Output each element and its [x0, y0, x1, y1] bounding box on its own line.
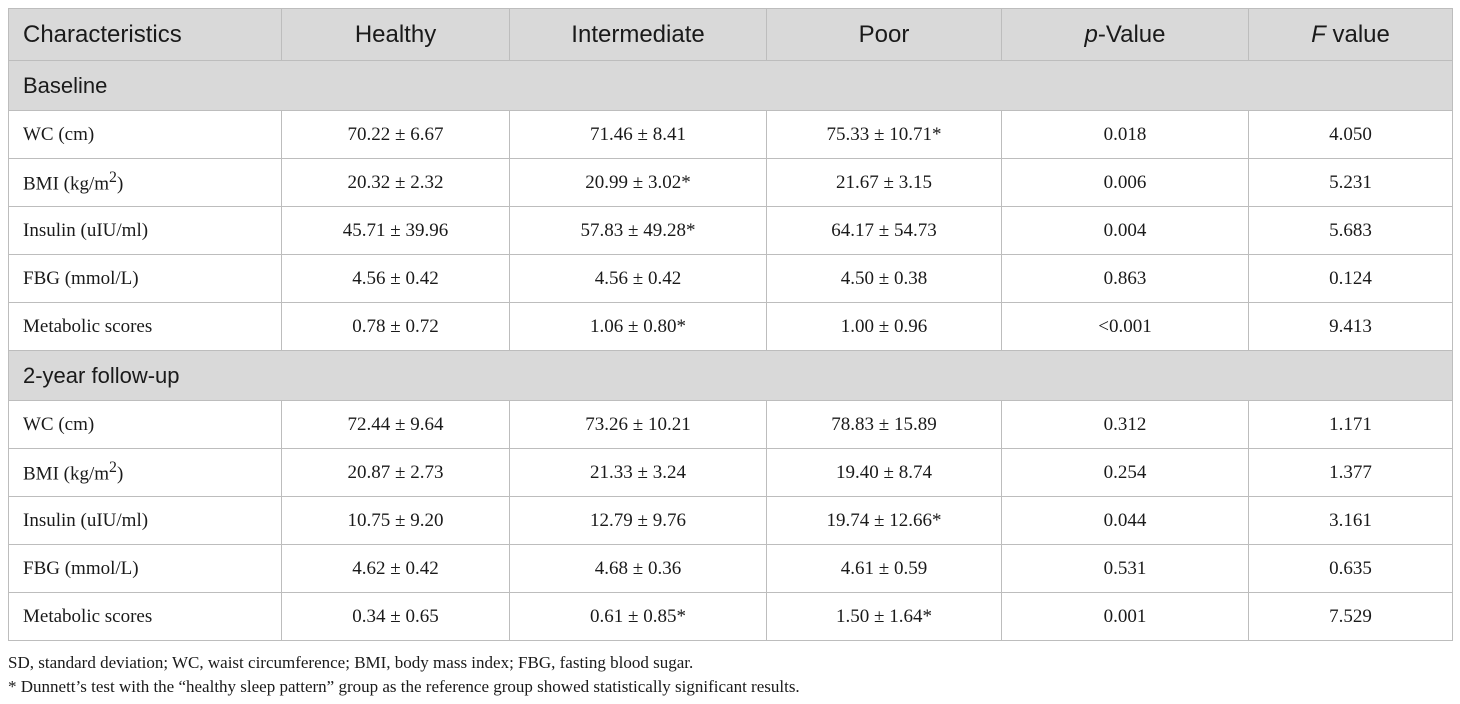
significance-footnote: * Dunnett’s test with the “healthy sleep…: [8, 677, 800, 696]
cell-f-value: 1.377: [1248, 448, 1453, 497]
cell-poor: 78.83 ± 15.89: [766, 400, 1002, 449]
table-row: WC (cm) 70.22 ± 6.67 71.46 ± 8.41 75.33 …: [8, 110, 1453, 159]
cell-intermediate: 12.79 ± 9.76: [509, 496, 767, 545]
cell-healthy: 70.22 ± 6.67: [281, 110, 510, 159]
table-row: BMI (kg/m2) 20.87 ± 2.73 21.33 ± 3.24 19…: [8, 448, 1453, 497]
section-title: Baseline: [8, 60, 1453, 111]
cell-p-value: 0.312: [1001, 400, 1249, 449]
row-label-end: ): [116, 463, 124, 485]
cell-f-value: 7.529: [1248, 592, 1453, 641]
section-title: 2-year follow-up: [8, 350, 1453, 401]
cell-f-value: 1.171: [1248, 400, 1453, 449]
header-row: Characteristics Healthy Intermediate Poo…: [8, 8, 1453, 61]
cell-f-value: 0.124: [1248, 254, 1453, 303]
row-label: Metabolic scores: [8, 592, 282, 641]
row-label-sup: 2: [109, 459, 117, 477]
cell-f-value: 9.413: [1248, 302, 1453, 351]
section-row-follow-up: 2-year follow-up: [8, 350, 1453, 401]
abbreviations-note: SD, standard deviation; WC, waist circum…: [8, 653, 694, 672]
table-row: Insulin (uIU/ml) 10.75 ± 9.20 12.79 ± 9.…: [8, 496, 1453, 545]
row-label: BMI (kg/m2): [8, 158, 282, 207]
cell-p-value: 0.863: [1001, 254, 1249, 303]
cell-f-value: 5.231: [1248, 158, 1453, 207]
cell-healthy: 0.34 ± 0.65: [281, 592, 510, 641]
table-row: FBG (mmol/L) 4.62 ± 0.42 4.68 ± 0.36 4.6…: [8, 544, 1453, 593]
cell-f-value: 5.683: [1248, 206, 1453, 255]
cell-p-value: 0.531: [1001, 544, 1249, 593]
cell-intermediate: 73.26 ± 10.21: [509, 400, 767, 449]
cell-healthy: 20.32 ± 2.32: [281, 158, 510, 207]
cell-healthy: 4.62 ± 0.42: [281, 544, 510, 593]
cell-p-value: 0.006: [1001, 158, 1249, 207]
cell-p-value: 0.044: [1001, 496, 1249, 545]
row-label-text: BMI (kg/m: [23, 463, 110, 485]
cell-p-value: 0.018: [1001, 110, 1249, 159]
cell-intermediate: 4.68 ± 0.36: [509, 544, 767, 593]
row-label: FBG (mmol/L): [8, 254, 282, 303]
header-poor: Poor: [766, 8, 1002, 61]
cell-poor: 19.74 ± 12.66*: [766, 496, 1002, 545]
cell-healthy: 0.78 ± 0.72: [281, 302, 510, 351]
header-f-italic: F: [1311, 20, 1326, 48]
header-characteristics: Characteristics: [8, 8, 282, 61]
row-label-sup: 2: [109, 169, 117, 187]
cell-healthy: 72.44 ± 9.64: [281, 400, 510, 449]
row-label: Insulin (uIU/ml): [8, 496, 282, 545]
header-p-value: p-Value: [1001, 8, 1249, 61]
row-label: Metabolic scores: [8, 302, 282, 351]
cell-healthy: 20.87 ± 2.73: [281, 448, 510, 497]
table-row: FBG (mmol/L) 4.56 ± 0.42 4.56 ± 0.42 4.5…: [8, 254, 1453, 303]
cell-healthy: 4.56 ± 0.42: [281, 254, 510, 303]
cell-poor: 19.40 ± 8.74: [766, 448, 1002, 497]
table-container: Characteristics Healthy Intermediate Poo…: [8, 8, 1453, 699]
row-label-text: BMI (kg/m: [23, 173, 110, 195]
cell-f-value: 3.161: [1248, 496, 1453, 545]
cell-intermediate: 21.33 ± 3.24: [509, 448, 767, 497]
header-healthy: Healthy: [281, 8, 510, 61]
cell-intermediate: 4.56 ± 0.42: [509, 254, 767, 303]
cell-poor: 1.00 ± 0.96: [766, 302, 1002, 351]
table-notes: SD, standard deviation; WC, waist circum…: [8, 651, 1452, 699]
cell-intermediate: 20.99 ± 3.02*: [509, 158, 767, 207]
table-row: Insulin (uIU/ml) 45.71 ± 39.96 57.83 ± 4…: [8, 206, 1453, 255]
header-p-italic: p: [1084, 20, 1098, 48]
cell-intermediate: 1.06 ± 0.80*: [509, 302, 767, 351]
cell-intermediate: 0.61 ± 0.85*: [509, 592, 767, 641]
row-label: WC (cm): [8, 110, 282, 159]
cell-p-value: <0.001: [1001, 302, 1249, 351]
cell-poor: 21.67 ± 3.15: [766, 158, 1002, 207]
cell-intermediate: 57.83 ± 49.28*: [509, 206, 767, 255]
cell-p-value: 0.001: [1001, 592, 1249, 641]
header-f-value: F value: [1248, 8, 1453, 61]
cell-f-value: 0.635: [1248, 544, 1453, 593]
cell-f-value: 4.050: [1248, 110, 1453, 159]
cell-healthy: 10.75 ± 9.20: [281, 496, 510, 545]
row-label-end: ): [116, 173, 124, 195]
row-label: Insulin (uIU/ml): [8, 206, 282, 255]
cell-poor: 4.61 ± 0.59: [766, 544, 1002, 593]
header-f-rest: value: [1332, 20, 1390, 48]
table-row: WC (cm) 72.44 ± 9.64 73.26 ± 10.21 78.83…: [8, 400, 1453, 449]
header-intermediate: Intermediate: [509, 8, 767, 61]
results-table: Characteristics Healthy Intermediate Poo…: [8, 8, 1453, 641]
table-row: BMI (kg/m2) 20.32 ± 2.32 20.99 ± 3.02* 2…: [8, 158, 1453, 207]
cell-healthy: 45.71 ± 39.96: [281, 206, 510, 255]
section-row-baseline: Baseline: [8, 60, 1453, 111]
table-row: Metabolic scores 0.78 ± 0.72 1.06 ± 0.80…: [8, 302, 1453, 351]
cell-poor: 64.17 ± 54.73: [766, 206, 1002, 255]
cell-poor: 4.50 ± 0.38: [766, 254, 1002, 303]
cell-poor: 75.33 ± 10.71*: [766, 110, 1002, 159]
row-label: BMI (kg/m2): [8, 448, 282, 497]
cell-p-value: 0.254: [1001, 448, 1249, 497]
cell-intermediate: 71.46 ± 8.41: [509, 110, 767, 159]
header-p-rest: -Value: [1097, 20, 1166, 48]
cell-poor: 1.50 ± 1.64*: [766, 592, 1002, 641]
cell-p-value: 0.004: [1001, 206, 1249, 255]
row-label: FBG (mmol/L): [8, 544, 282, 593]
row-label: WC (cm): [8, 400, 282, 449]
table-row: Metabolic scores 0.34 ± 0.65 0.61 ± 0.85…: [8, 592, 1453, 641]
